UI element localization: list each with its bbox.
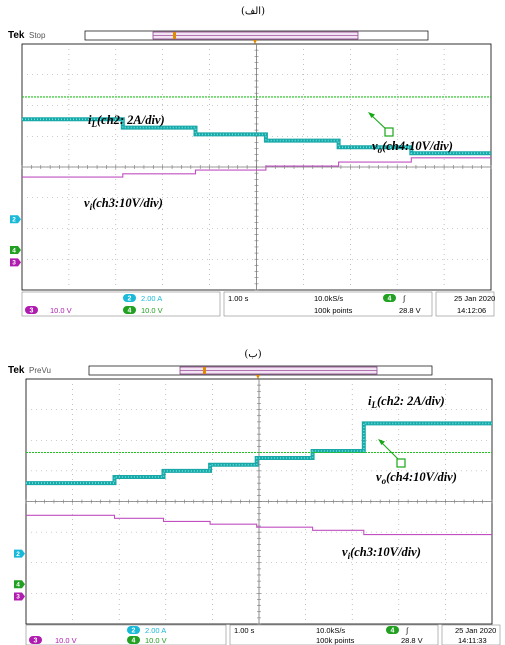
channel-markers-b: 2 3 4 bbox=[14, 549, 25, 601]
svg-text:2: 2 bbox=[128, 296, 132, 303]
channel-markers-a: 2 3 4 bbox=[10, 215, 21, 267]
annotation-il-main: i bbox=[368, 394, 372, 408]
annotation-il-b: iL(ch2: 2A/div) bbox=[368, 394, 445, 410]
trigger-slope-icon-b: ∫ bbox=[405, 626, 409, 635]
grid-a bbox=[21, 44, 492, 291]
trace-vi bbox=[22, 157, 491, 178]
time-a: 14:12:06 bbox=[457, 306, 486, 315]
trace-iL bbox=[22, 117, 491, 156]
svg-text:4: 4 bbox=[132, 638, 136, 645]
annotation-vi-sub: i bbox=[90, 202, 93, 212]
caption-b: (ب) bbox=[244, 349, 261, 360]
annotation-vo-b: vo(ch4:10V/div) bbox=[376, 470, 457, 486]
svg-text:3: 3 bbox=[34, 638, 38, 645]
channel-4-marker-label: 4 bbox=[12, 247, 16, 254]
annotation-vi-rest: (ch3:10V/div) bbox=[92, 196, 163, 210]
channel-2-marker-label: 2 bbox=[16, 551, 20, 558]
annotation-vo-sub: o bbox=[378, 145, 383, 155]
traces-b bbox=[26, 421, 492, 536]
scope-panel-a: (الف) Tek Stop 234 iL(ch2: 2A/div) vo(ch… bbox=[8, 6, 495, 317]
svg-text:4: 4 bbox=[388, 296, 392, 303]
svg-text:4: 4 bbox=[391, 628, 395, 635]
ch3-scale-b: 10.0 V bbox=[55, 636, 77, 645]
trigger-slope-icon-a: ∫ bbox=[402, 294, 406, 303]
annotation-il-rest: (ch2: 2A/div) bbox=[377, 394, 445, 408]
status-bar-b: 2 2.00 A 3 10.0 V 4 10.0 V 1.00 s 10.0kS… bbox=[25, 624, 501, 645]
channel-4-marker[interactable] bbox=[10, 246, 21, 255]
annotation-il-a: iL(ch2: 2A/div) bbox=[88, 113, 165, 129]
timebase-a: 1.00 s bbox=[228, 294, 249, 303]
ch2-scale-a: 2.00 A bbox=[141, 294, 162, 303]
brand-tek-b: Tek bbox=[8, 365, 25, 376]
ch4-scale-a: 10.0 V bbox=[141, 306, 163, 315]
trigger-ch-badge-a bbox=[383, 294, 396, 302]
channel-2-marker[interactable] bbox=[14, 549, 25, 558]
annotation-vi-main: v bbox=[84, 196, 90, 210]
channel-2-marker-label: 2 bbox=[12, 217, 16, 224]
ch4-badge-a bbox=[123, 306, 136, 314]
trigger-pos-marker-a bbox=[173, 32, 176, 39]
grid-b bbox=[25, 379, 493, 625]
channel-4-marker[interactable] bbox=[14, 580, 25, 589]
trigger-pos-arrow-a bbox=[253, 40, 257, 44]
channel-3-marker-label: 3 bbox=[12, 260, 16, 267]
caption-a: (الف) bbox=[241, 6, 265, 17]
vo-pointer-b bbox=[378, 439, 406, 468]
vo-pointer-a bbox=[368, 112, 394, 137]
annotation-vi-rest: (ch3:10V/div) bbox=[350, 545, 421, 559]
ch3-badge-b bbox=[29, 636, 42, 644]
annotation-vi-a: vi(ch3:10V/div) bbox=[84, 196, 163, 212]
ch4-scale-b: 10.0 V bbox=[145, 636, 167, 645]
trigger-ch-badge-b bbox=[386, 626, 399, 634]
acq-mode-b: PreVu bbox=[29, 366, 51, 375]
ch2-badge-a bbox=[123, 294, 136, 302]
trigger-level-a: 28.8 V bbox=[399, 306, 421, 315]
date-b: 25 Jan 2020 bbox=[455, 626, 496, 635]
ch3-badge-a bbox=[25, 306, 38, 314]
svg-text:3: 3 bbox=[30, 308, 34, 315]
annotation-vo-main: v bbox=[372, 139, 378, 153]
annotation-il-sub: L bbox=[370, 400, 377, 410]
trace-iL-noise bbox=[26, 422, 492, 484]
brand-tek-a: Tek bbox=[8, 30, 25, 41]
svg-text:2: 2 bbox=[132, 628, 136, 635]
annotation-vi-sub: i bbox=[348, 551, 351, 561]
svg-text:4: 4 bbox=[128, 308, 132, 315]
ch2-badge-b bbox=[127, 626, 140, 634]
annotation-il-sub: L bbox=[90, 119, 97, 129]
sample-rate-a: 10.0kS/s bbox=[314, 294, 343, 303]
ch3-scale-a: 10.0 V bbox=[50, 306, 72, 315]
ch4-badge-b bbox=[127, 636, 140, 644]
annotation-vo-main: v bbox=[376, 470, 382, 484]
sample-rate-b: 10.0kS/s bbox=[316, 626, 345, 635]
time-b: 14:11:33 bbox=[458, 636, 487, 645]
trace-vi bbox=[26, 514, 492, 536]
annotation-vi-main: v bbox=[342, 545, 348, 559]
trigger-pos-marker-b bbox=[203, 367, 206, 374]
annotation-il-rest: (ch2: 2A/div) bbox=[97, 113, 165, 127]
record-points-b: 100k points bbox=[316, 636, 355, 645]
annotation-vo-a: vo(ch4:10V/div) bbox=[372, 139, 453, 155]
channel-2-marker[interactable] bbox=[10, 215, 21, 224]
status-bar-a: 2 2.00 A 3 10.0 V 4 10.0 V 1.00 s 10.0kS… bbox=[21, 291, 495, 317]
scope-panel-b: (ب) Tek PreVu 234 iL(ch2: 2A/div) vo(ch4… bbox=[8, 349, 501, 645]
record-points-a: 100k points bbox=[314, 306, 353, 315]
channel-3-marker[interactable] bbox=[10, 258, 21, 267]
annotation-vi-b: vi(ch3:10V/div) bbox=[342, 545, 421, 561]
trigger-level-b: 28.8 V bbox=[401, 636, 423, 645]
channel-3-marker-label: 3 bbox=[16, 594, 20, 601]
ch2-scale-b: 2.00 A bbox=[145, 626, 166, 635]
annotation-vo-rest: (ch4:10V/div) bbox=[382, 139, 453, 153]
timebase-b: 1.00 s bbox=[234, 626, 255, 635]
date-a: 25 Jan 2020 bbox=[454, 294, 495, 303]
traces-a bbox=[22, 96, 491, 178]
trigger-pos-arrow-b bbox=[256, 375, 260, 379]
annotation-il-main: i bbox=[88, 113, 92, 127]
acq-mode-a: Stop bbox=[29, 31, 46, 40]
channel-3-marker[interactable] bbox=[14, 592, 25, 601]
annotation-vo-sub: o bbox=[382, 476, 387, 486]
channel-4-marker-label: 4 bbox=[16, 581, 20, 588]
annotation-vo-rest: (ch4:10V/div) bbox=[386, 470, 457, 484]
